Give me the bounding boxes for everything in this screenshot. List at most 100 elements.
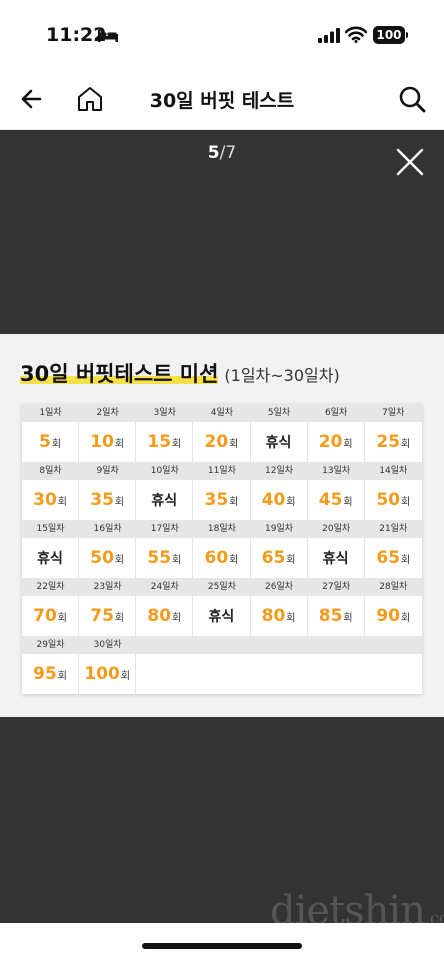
slide-title: 30일 버핏테스트 미션 (1일차~30일차) [20, 358, 340, 388]
rep-count: 40 [261, 490, 286, 510]
rep-unit: 회 [57, 671, 67, 682]
rep-count: 90 [376, 606, 401, 626]
rep-unit: 회 [401, 497, 411, 508]
day-label: 23일차 [93, 582, 122, 592]
rep-cell: 40회 [251, 480, 308, 520]
status-bar: 11:22 100 [0, 0, 444, 70]
day-label: 2일차 [96, 408, 119, 418]
day-label: 19일차 [265, 524, 294, 534]
rest-cell: 휴식 [251, 422, 308, 462]
rest-label: 휴식 [322, 551, 349, 567]
rep-cell: 80회 [251, 596, 308, 636]
day-label: 9일차 [96, 466, 119, 476]
rep-unit: 회 [172, 439, 182, 450]
rest-label: 휴식 [37, 551, 63, 567]
day-label: 28일차 [379, 582, 408, 592]
rep-cell: 80회 [136, 596, 194, 636]
rep-unit: 회 [51, 439, 62, 450]
day-label: 11일차 [207, 466, 236, 476]
rep-unit: 회 [286, 613, 296, 624]
day-label: 18일차 [207, 524, 236, 534]
rep-cell: 35회 [193, 480, 251, 520]
home-icon[interactable] [74, 83, 106, 115]
day-label: 24일차 [150, 582, 179, 592]
day-label: 13일차 [322, 466, 351, 476]
slide-title-main: 30일 버핏테스트 미션 [20, 362, 219, 386]
rep-unit: 회 [229, 497, 239, 508]
table-row: 5회 10회 15회 20회 휴식 20회 25회 [22, 422, 422, 462]
rep-unit: 회 [343, 613, 353, 624]
rep-cell: 45회 [308, 480, 365, 520]
rep-count: 60 [204, 548, 229, 568]
rep-cell: 15회 [136, 422, 194, 462]
day-label: 8일차 [39, 466, 62, 476]
day-label: 22일차 [36, 582, 65, 592]
home-indicator[interactable] [142, 943, 302, 949]
table-row: 70회 75회 80회 휴식 80회 85회 90회 [22, 596, 422, 636]
status-time: 11:22 [46, 24, 107, 46]
rest-label: 휴식 [265, 435, 292, 451]
rep-cell: 85회 [308, 596, 365, 636]
rep-cell: 65회 [251, 538, 308, 578]
rep-unit: 회 [114, 555, 125, 566]
empty-cell [251, 654, 308, 694]
day-label: 4일차 [210, 408, 234, 418]
arrow-left-icon[interactable] [18, 84, 48, 114]
rep-count: 5 [39, 432, 51, 452]
rep-cell: 65회 [365, 538, 422, 578]
table-header-row: 22일차 23일차 24일차 25일차 26일차 27일차 28일차 [22, 578, 422, 596]
empty-cell [136, 654, 193, 694]
page-separator: / [219, 143, 226, 163]
day-label: 25일차 [207, 582, 236, 592]
page-title: 30일 버핏 테스트 [149, 90, 295, 112]
rep-count: 20 [318, 432, 343, 452]
rep-unit: 회 [172, 613, 182, 624]
rep-count: 35 [90, 490, 114, 510]
mission-table: 1일차 2일차 3일차 4일차 5일차 6일차 7일차 5회 10회 15회 20회 휴식 20회 25회… [22, 404, 422, 694]
rep-count: 65 [261, 548, 286, 568]
day-label: 17일차 [150, 524, 179, 534]
rep-count: 95 [33, 664, 57, 684]
rep-unit: 회 [114, 613, 125, 624]
rep-cell: 10회 [79, 422, 137, 462]
rep-cell: 100회 [79, 654, 137, 694]
table-row: 휴식 50회 55회 60회 65회 휴식 65회 [22, 538, 422, 578]
search-icon[interactable] [396, 83, 428, 115]
rep-unit: 회 [57, 613, 67, 624]
rep-unit: 회 [401, 555, 411, 566]
day-label: 26일차 [265, 582, 294, 592]
day-label: 29일차 [36, 640, 65, 650]
rep-count: 25 [376, 432, 401, 452]
mission-slide[interactable]: 30일 버핏테스트 미션 (1일차~30일차) 1일차 2일차 3일차 4일차 5일차 6일… [0, 334, 444, 717]
table-header-row: 29일차 30일차 [22, 636, 422, 654]
rest-cell: 휴식 [193, 596, 251, 636]
battery-tip [406, 32, 408, 38]
rep-unit: 회 [401, 439, 411, 450]
rep-count: 65 [376, 548, 401, 568]
day-label: 27일차 [322, 582, 351, 592]
empty-cell [308, 654, 365, 694]
rep-cell: 75회 [79, 596, 137, 636]
rep-count: 80 [261, 606, 286, 626]
table-header-row: 15일차 16일차 17일차 18일차 19일차 20일차 21일차 [22, 520, 422, 538]
table-row: 30회 35회 휴식 35회 40회 45회 50회 [22, 480, 422, 520]
rest-cell: 휴식 [22, 538, 80, 578]
rest-cell: 휴식 [136, 480, 194, 520]
rep-cell: 60회 [193, 538, 251, 578]
rep-cell: 70회 [22, 596, 80, 636]
rest-label: 휴식 [151, 493, 178, 509]
rep-unit: 회 [286, 555, 296, 566]
rep-cell: 90회 [365, 596, 422, 636]
rep-unit: 회 [401, 613, 411, 624]
rep-count: 45 [318, 490, 343, 510]
wifi-icon [345, 26, 367, 43]
day-label: 16일차 [93, 524, 122, 534]
rep-cell: 50회 [365, 480, 422, 520]
rep-count: 35 [204, 490, 229, 510]
rep-count: 10 [90, 432, 114, 452]
rep-count: 75 [90, 606, 114, 626]
image-viewer: 5/7 30일 버핏테스트 미션 (1일차~30일차) 1일차 2일차 3일차 4일차 5… [0, 131, 444, 923]
table-row: 95회 100회 [22, 654, 422, 694]
rep-cell: 95회 [22, 654, 80, 694]
close-icon[interactable] [393, 145, 427, 179]
